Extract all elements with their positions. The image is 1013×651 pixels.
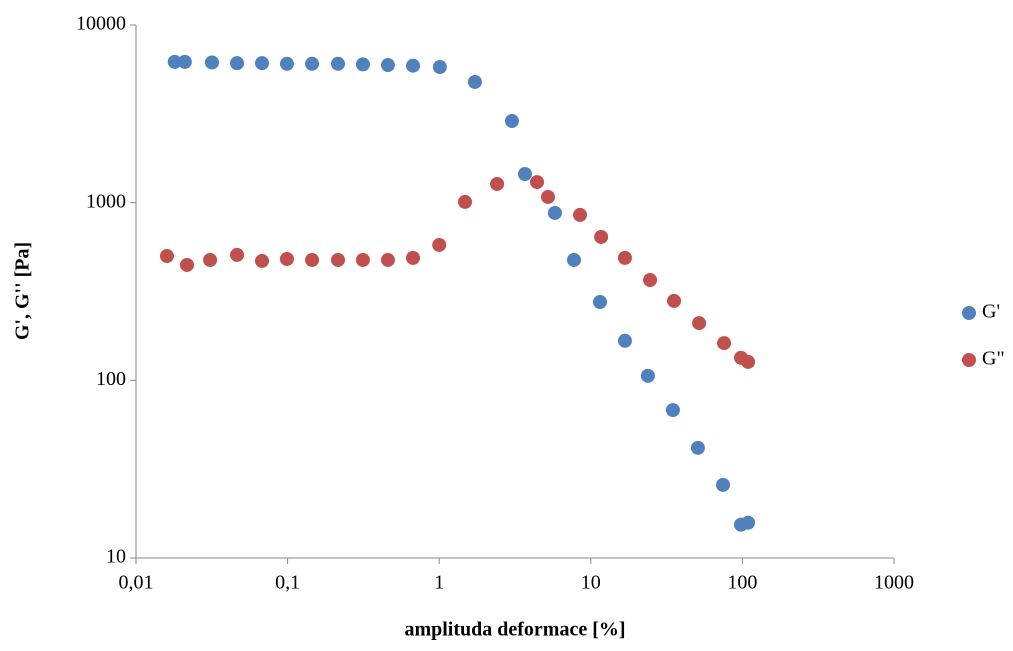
- point: [355, 57, 370, 72]
- point: [467, 74, 482, 89]
- point: [716, 477, 731, 492]
- point: [540, 189, 555, 204]
- x-tick-label: 100: [727, 572, 757, 594]
- point: [594, 229, 609, 244]
- point: [617, 333, 632, 348]
- point: [204, 55, 219, 70]
- legend-label: G": [982, 348, 1005, 370]
- point: [690, 440, 705, 455]
- point: [203, 252, 218, 267]
- legend-label: G': [982, 301, 1000, 323]
- x-axis-title: amplituda deformace [%]: [404, 619, 625, 641]
- point: [567, 252, 582, 267]
- point: [167, 54, 182, 69]
- point: [530, 175, 545, 190]
- point: [504, 114, 519, 129]
- point: [717, 336, 732, 351]
- point: [406, 58, 421, 73]
- point: [458, 194, 473, 209]
- legend-marker: [962, 306, 976, 320]
- point: [643, 273, 658, 288]
- point: [432, 60, 447, 75]
- point: [380, 58, 395, 73]
- point: [741, 354, 756, 369]
- x-tick-label: 1000: [874, 572, 914, 594]
- point: [355, 252, 370, 267]
- point: [279, 56, 294, 71]
- point: [230, 247, 245, 262]
- x-tick-label: 0,1: [275, 572, 300, 594]
- point: [667, 293, 682, 308]
- legend-marker: [962, 353, 976, 367]
- point: [180, 257, 195, 272]
- point: [547, 205, 562, 220]
- point: [330, 252, 345, 267]
- point: [490, 176, 505, 191]
- y-tick-label: 1000: [86, 190, 126, 212]
- point: [573, 207, 588, 222]
- point: [255, 56, 270, 71]
- point: [517, 166, 532, 181]
- point: [617, 250, 632, 265]
- point: [692, 316, 707, 331]
- point: [406, 250, 421, 265]
- x-tick-label: 0,01: [119, 572, 154, 594]
- point: [279, 251, 294, 266]
- y-tick-label: 10: [106, 546, 126, 568]
- point: [665, 403, 680, 418]
- point: [305, 56, 320, 71]
- point: [230, 56, 245, 71]
- point: [305, 252, 320, 267]
- x-tick-label: 1: [434, 572, 444, 594]
- y-axis-title: G', G'' [Pa]: [12, 242, 34, 340]
- point: [380, 252, 395, 267]
- y-tick-label: 10000: [76, 13, 126, 35]
- point: [432, 237, 447, 252]
- point: [330, 56, 345, 71]
- point: [593, 294, 608, 309]
- y-tick-label: 100: [96, 368, 126, 390]
- point: [255, 253, 270, 268]
- point: [741, 515, 756, 530]
- point: [177, 54, 192, 69]
- point: [159, 248, 174, 263]
- x-tick-label: 10: [581, 572, 601, 594]
- point: [640, 368, 655, 383]
